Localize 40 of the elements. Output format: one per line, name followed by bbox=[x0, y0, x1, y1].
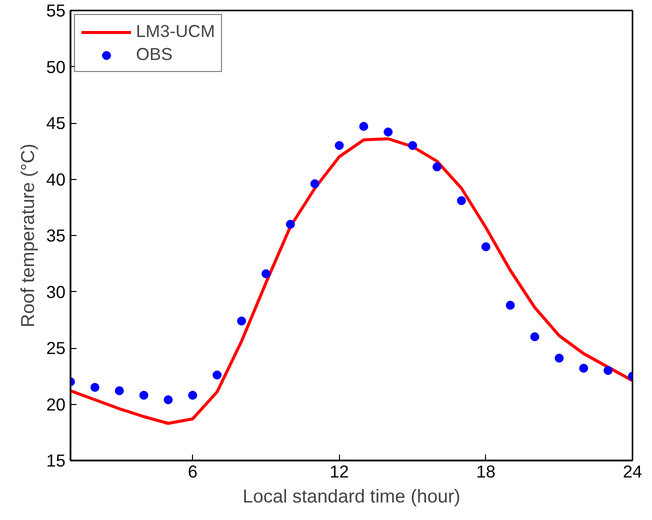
point bbox=[554, 354, 564, 363]
point bbox=[139, 390, 148, 400]
point bbox=[114, 386, 124, 396]
point bbox=[432, 162, 442, 172]
y-tick-label: 35 bbox=[46, 226, 66, 246]
point bbox=[286, 220, 295, 229]
point bbox=[261, 269, 270, 278]
y-axis-title: Roof temperature (°C) bbox=[17, 144, 38, 328]
legend-label: OBS bbox=[136, 44, 173, 65]
y-tick-label: 25 bbox=[46, 338, 66, 358]
y-tick-label: 50 bbox=[46, 56, 66, 77]
y-tick-label: 15 bbox=[46, 450, 66, 470]
point bbox=[384, 128, 393, 136]
x-tick-label: 18 bbox=[476, 462, 496, 482]
point bbox=[237, 316, 246, 326]
y-tick-label: 55 bbox=[46, 0, 66, 20]
point bbox=[188, 390, 198, 400]
y-tick-label: 40 bbox=[46, 169, 66, 190]
point bbox=[408, 141, 418, 150]
x-tick-label: 12 bbox=[330, 462, 349, 482]
point bbox=[530, 332, 540, 342]
x-tick-label: 6 bbox=[188, 462, 198, 482]
point bbox=[359, 122, 368, 131]
point bbox=[310, 179, 320, 188]
point bbox=[164, 395, 173, 404]
point bbox=[90, 382, 100, 392]
point bbox=[506, 300, 515, 310]
point bbox=[579, 364, 588, 373]
point bbox=[604, 366, 613, 375]
x-axis-title: Local standard time (hour) bbox=[242, 486, 460, 506]
point bbox=[334, 141, 344, 150]
y-tick-label: 20 bbox=[46, 394, 66, 414]
y-tick-label: 45 bbox=[46, 113, 66, 133]
legend-label: LM3-UCM bbox=[136, 21, 215, 42]
point bbox=[212, 370, 222, 380]
point bbox=[456, 196, 466, 206]
point bbox=[481, 242, 490, 252]
line-series bbox=[70, 137, 632, 425]
x-tick-label: 24 bbox=[622, 462, 642, 482]
y-tick-label: 30 bbox=[46, 282, 66, 302]
